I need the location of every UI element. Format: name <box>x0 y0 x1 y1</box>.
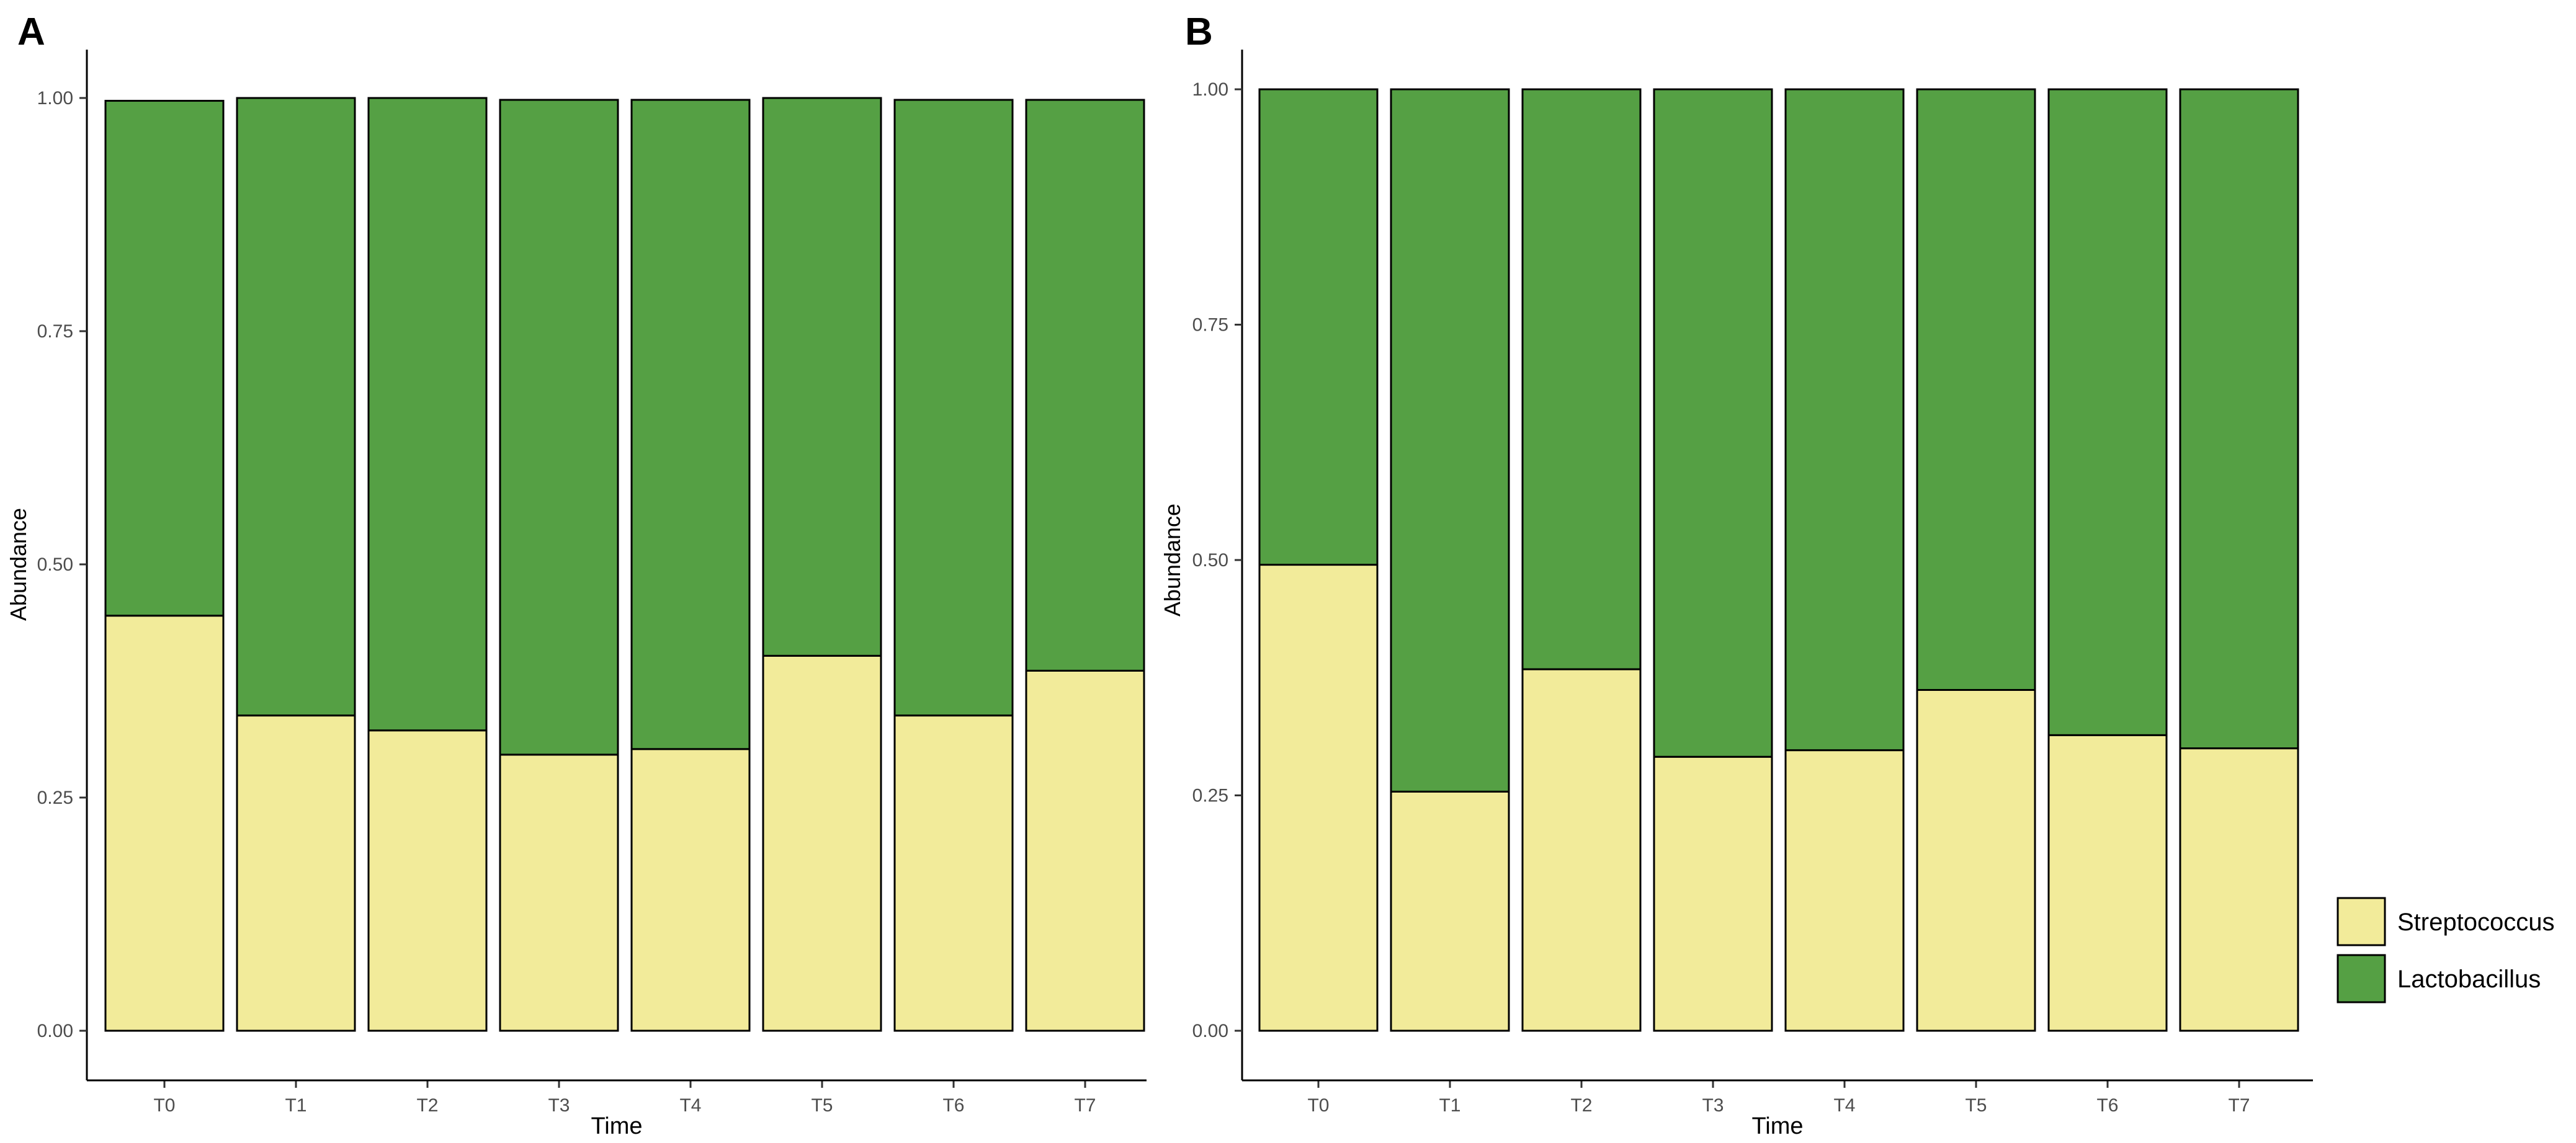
x-tick-label: T4 <box>1833 1095 1855 1116</box>
x-tick-label: T2 <box>1570 1095 1592 1116</box>
legend-label-streptococcus: Streptococcus <box>2397 909 2554 936</box>
x-tick-label: T7 <box>2228 1095 2250 1116</box>
legend-label-lactobacillus: Lactobacillus <box>2397 966 2541 993</box>
x-tick-label: T2 <box>416 1095 438 1116</box>
x-tick-label: T0 <box>1307 1095 1329 1116</box>
x-tick-label: T5 <box>1965 1095 1987 1116</box>
y-tick-label: 0.50 <box>1192 550 1228 571</box>
bar-lactobacillus-t4 <box>1784 88 1905 752</box>
bar-streptococcus-t6 <box>893 714 1014 1032</box>
x-axis-title: Time <box>1751 1113 1803 1139</box>
bar-lactobacillus-t0 <box>1258 88 1379 566</box>
y-tick-label: 1.00 <box>37 88 73 109</box>
x-tick-label: T1 <box>1439 1095 1460 1116</box>
bar-lactobacillus-t1 <box>236 97 356 717</box>
x-tick-label: T6 <box>942 1095 964 1116</box>
bar-streptococcus-t2 <box>367 729 488 1032</box>
bar-streptococcus-t5 <box>1916 688 2036 1032</box>
bar-streptococcus-t1 <box>1390 790 1510 1032</box>
bar-streptococcus-t2 <box>1521 668 1642 1032</box>
bar-lactobacillus-t4 <box>630 99 751 750</box>
bar-lactobacillus-t6 <box>893 99 1014 717</box>
bar-lactobacillus-t3 <box>1653 88 1773 758</box>
legend: Streptococcus Lactobacillus <box>2337 897 2554 1003</box>
y-tick-label: 1.00 <box>1192 79 1228 100</box>
bar-streptococcus-t5 <box>762 654 882 1032</box>
y-tick-label: 0.50 <box>37 554 73 575</box>
x-tick-label: T4 <box>679 1095 701 1116</box>
bar-streptococcus-t4 <box>1784 749 1905 1032</box>
bar-lactobacillus-t0 <box>104 100 225 617</box>
bar-lactobacillus-t5 <box>762 97 882 657</box>
y-tick-label: 0.25 <box>1192 786 1228 806</box>
bar-lactobacillus-t7 <box>2179 88 2299 750</box>
bar-streptococcus-t7 <box>1025 669 1145 1032</box>
bar-streptococcus-t1 <box>236 714 356 1032</box>
legend-key-lactobacillus <box>2337 954 2386 1003</box>
x-tick-label: T6 <box>2096 1095 2118 1116</box>
bar-lactobacillus-t2 <box>367 97 488 732</box>
x-tick-label: T5 <box>811 1095 833 1116</box>
y-axis-title: Abundance <box>1160 504 1185 616</box>
bar-lactobacillus-t1 <box>1390 88 1510 793</box>
y-tick-label: 0.75 <box>1192 315 1228 336</box>
bar-lactobacillus-t5 <box>1916 88 2036 691</box>
bar-streptococcus-t0 <box>1258 564 1379 1032</box>
bar-streptococcus-t0 <box>104 615 225 1032</box>
panel-b-chart: B T0 T1 T2 T3 T4 T5 T6 T7 0.00 0.25 0.50 0.75 1.00 Tim… <box>1160 11 2313 1139</box>
bar-lactobacillus-t3 <box>499 99 619 756</box>
bar-lactobacillus-t7 <box>1025 99 1145 672</box>
y-tick-label: 0.00 <box>1192 1021 1228 1041</box>
legend-key-streptococcus <box>2337 897 2386 946</box>
x-tick-label: T0 <box>153 1095 175 1116</box>
bar-streptococcus-t3 <box>499 754 619 1032</box>
y-tick-label: 0.75 <box>37 321 73 342</box>
bar-lactobacillus-t6 <box>2047 88 2168 736</box>
x-axis-title: Time <box>591 1113 642 1139</box>
x-tick-label: T3 <box>548 1095 570 1116</box>
bar-streptococcus-t7 <box>2179 747 2299 1032</box>
panel-a-chart: A T0 T1 T2 T3 T4 T5 T6 T7 0.00 0.25 0.50 0.75 1.00 Tim… <box>6 11 1147 1139</box>
y-axis-title: Abundance <box>6 508 31 621</box>
x-tick-label: T1 <box>285 1095 306 1116</box>
bar-streptococcus-t6 <box>2047 734 2168 1032</box>
x-tick-label: T3 <box>1702 1095 1724 1116</box>
panel-label: B <box>1185 11 1213 53</box>
y-tick-label: 0.00 <box>37 1021 73 1041</box>
bar-lactobacillus-t2 <box>1521 88 1642 670</box>
panel-label: A <box>17 11 45 53</box>
y-tick-label: 0.25 <box>37 788 73 808</box>
bar-streptococcus-t4 <box>630 748 751 1032</box>
x-tick-label: T7 <box>1074 1095 1096 1116</box>
bar-streptococcus-t3 <box>1653 755 1773 1032</box>
